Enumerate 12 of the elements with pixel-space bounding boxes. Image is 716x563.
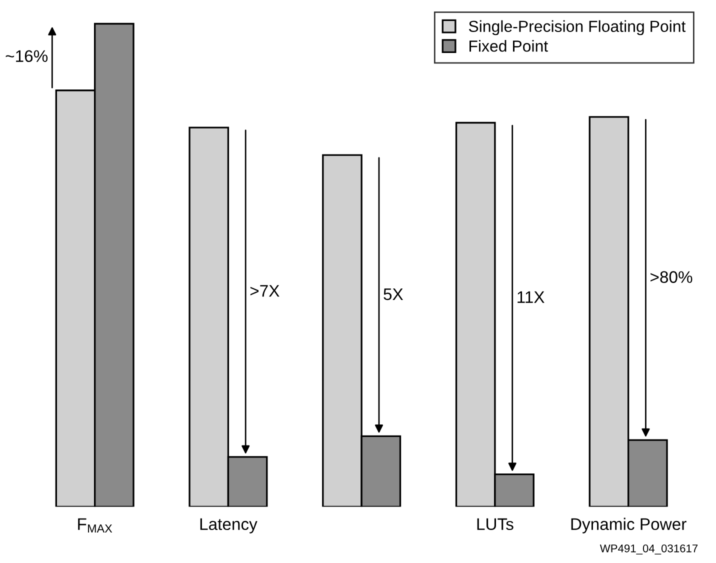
legend-label: Fixed Point <box>470 40 548 52</box>
annotation: >80% <box>650 271 692 283</box>
annotation: 5X <box>384 288 404 300</box>
annotation: ~16% <box>6 50 48 62</box>
text: WP491_04_031617 <box>600 544 698 554</box>
legend-label: Single-Precision Floating Point <box>468 20 686 36</box>
x-tick-label: LUTs <box>477 518 514 530</box>
x-tick-label: Latency <box>200 518 258 534</box>
annotation: 11X <box>518 291 544 303</box>
x-tick-label: F$_{MAX}$ <box>78 518 112 532</box>
x-tick-label: Dynamic Power <box>571 518 686 534</box>
annotation: >7X <box>250 285 280 297</box>
